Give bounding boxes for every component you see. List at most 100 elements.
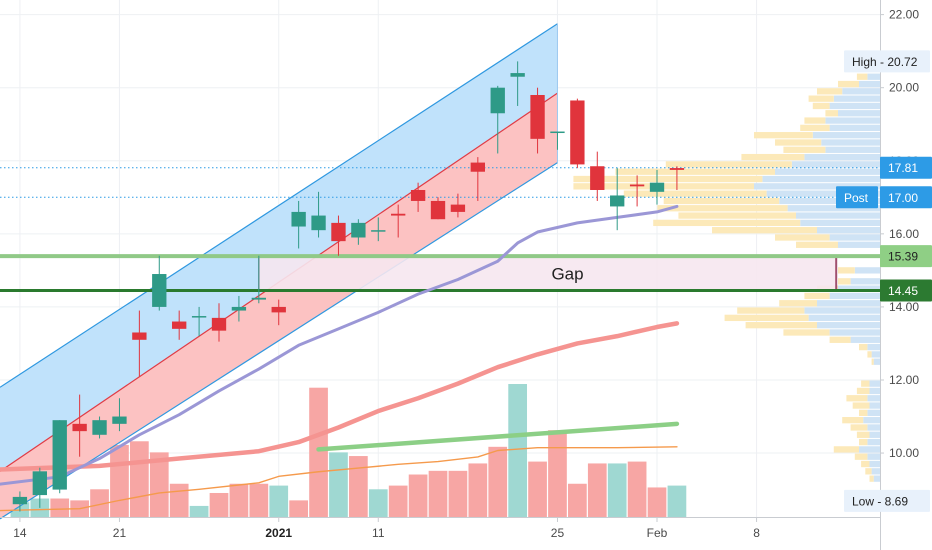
candlesticks [12,61,685,512]
volume-bar [249,483,269,517]
volume-bar [607,463,627,517]
price-tag-label: 14.45 [888,284,918,298]
candle-body [530,94,545,139]
volume-bar [548,430,567,517]
profile-bar-up [838,278,851,285]
volume-bar [667,485,687,517]
candle [251,255,266,304]
candle-body [251,297,266,300]
volume-bar [448,470,468,517]
candle-body [211,317,227,331]
profile-bar-up [833,446,859,453]
candle [669,166,685,190]
price-tag: 17.00 [880,186,932,209]
profile-bar-up [804,292,830,300]
candle-body [191,316,207,318]
candle-body [649,182,665,192]
profile-bar-up [665,161,792,168]
volume-bar [90,489,109,517]
price-tag-bg [880,245,932,268]
candle [351,219,366,245]
profile-bar-up [856,431,870,438]
profile-bar-down [829,102,880,110]
profile-bar-down [812,132,880,139]
candle-body [610,195,625,207]
profile-bar-down [867,438,880,446]
x-tick-label: 25 [551,526,565,540]
profile-bar-down [873,358,880,365]
candle-body [510,73,525,77]
price-tag-bg [880,279,932,302]
profile-bar-down [829,124,880,132]
candle [550,131,565,150]
profile-bar-up [861,380,870,387]
profile-bar-down [804,153,880,161]
profile-bar-up [867,351,872,358]
profile-bar-down [869,387,880,395]
x-tick-label: 11 [372,526,385,540]
profile-bar-down [829,234,880,241]
volume-bar [627,461,647,517]
candle [32,467,47,508]
candle-body [371,230,386,232]
volume-bar [189,505,209,517]
x-tick-label: 14 [13,526,27,540]
profile-bar-up [737,307,805,314]
profile-bar-down [863,417,880,424]
volume-bars [10,384,687,517]
candle [629,175,645,207]
profile-bar-down [867,453,880,460]
profile-bar-down [871,351,880,358]
profile-bar-down [762,175,880,183]
profile-bar-down [791,161,880,168]
volume-bar [388,485,408,517]
candle-body [12,496,28,505]
x-tick-label: 8 [753,526,760,540]
candle [291,200,306,249]
candle-body [291,211,306,227]
volume-bar [50,498,70,517]
profile-bar-up [712,227,817,234]
channel-upper-line [0,23,558,388]
price-tag-bg [836,186,878,209]
profile-bar-down [867,409,880,417]
candle [450,193,466,218]
candle [430,197,446,220]
price-tag-label: Post [844,191,869,205]
x-tick-label: 21 [113,526,127,540]
candle [172,310,187,340]
profile-bar-down [838,285,880,292]
candle [391,204,406,238]
y-tick-label: 16.00 [889,227,919,241]
price-tag: 14.45 [880,279,932,302]
profile-bar-up [859,343,868,351]
fast-ma-line [0,204,679,486]
profile-bar-up [846,395,868,402]
profile-bar-down [821,139,880,146]
profile-bar-up [745,322,817,329]
profile-bar-up [850,424,868,431]
profile-bar-down [854,267,880,274]
price-tag: Low - 8.69 [844,489,930,512]
profile-bar-up [775,139,822,146]
profile-bar-down [754,183,880,190]
candle [410,182,426,212]
profile-bar-up [573,175,763,183]
profile-bar-up [829,336,851,343]
profile-bar-down [829,329,880,336]
candle-body [72,423,87,432]
candle-body [570,100,585,165]
trend-line [316,421,680,452]
profile-bar-up [783,329,830,336]
volume-bar [130,441,149,517]
profile-bar-up [678,212,796,219]
profile-bar-down [867,395,880,402]
profile-bar-down [779,197,880,205]
volume-bar [289,500,308,517]
gap-fill [258,256,837,291]
volume-bar [329,452,348,517]
profile-bar-up [724,314,809,322]
profile-bar-down [817,322,880,329]
candle-body [430,200,446,220]
